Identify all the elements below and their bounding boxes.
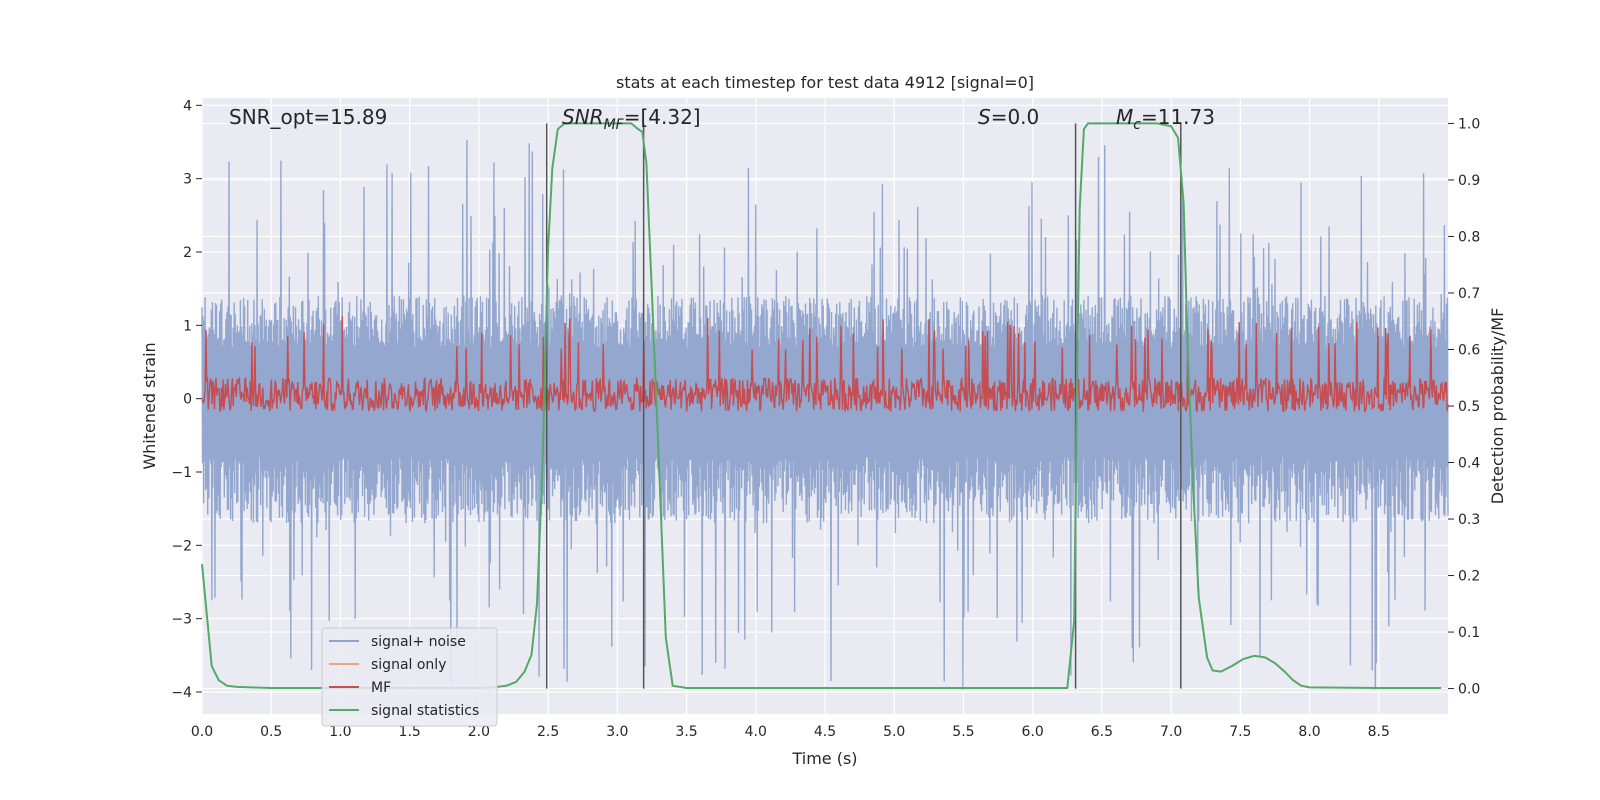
- y-tick-label: 0: [183, 392, 192, 408]
- data-layer: [201, 122, 1449, 690]
- y-tick-label: 4: [183, 98, 192, 114]
- x-tick-label: 4.0: [745, 724, 767, 740]
- y-tick-label: 2: [183, 245, 192, 261]
- x-tick-label: 5.5: [952, 724, 974, 740]
- y2-axis-ticks: 1.0 0.9 0.8 0.7 0.6 0.5 0.4 0.3 0.2 0.1 0.0: [1448, 116, 1480, 698]
- x-tick-label: 0.0: [191, 724, 213, 740]
- legend-label-mf: MF: [371, 680, 391, 696]
- y2-tick-label: 0.3: [1458, 512, 1480, 528]
- chart-title: stats at each timestep for test data 491…: [616, 73, 1034, 92]
- x-tick-label: 6.0: [1022, 724, 1044, 740]
- annotation-mc-sub: c: [1133, 117, 1141, 133]
- x-axis-label: Time (s): [791, 749, 857, 768]
- y2-tick-label: 0.1: [1458, 625, 1480, 641]
- annotation-mc-name: M: [1116, 105, 1133, 129]
- legend-label-signal-statistics: signal statistics: [371, 703, 479, 719]
- y2-axis-label: Detection probability/MF: [1488, 308, 1507, 505]
- y-tick-label: 1: [183, 318, 192, 334]
- legend: signal+ noise signal only MF signal stat…: [321, 627, 498, 727]
- annotation-s: S=0.0: [978, 105, 1039, 129]
- legend-label-signal-only: signal only: [371, 657, 446, 673]
- y-tick-label: −2: [171, 538, 192, 554]
- series-signal-statistics-line: [201, 122, 1442, 689]
- y2-tick-label: 0.9: [1458, 173, 1480, 189]
- annotation-s-value: =0.0: [991, 105, 1040, 129]
- legend-label-signal-noise: signal+ noise: [371, 634, 466, 650]
- y-tick-label: −1: [171, 465, 192, 481]
- y-tick-label: 3: [183, 172, 192, 188]
- annotation-snr-mf-name: SNR: [562, 105, 604, 129]
- annotation-snr-mf-sub: MF: [604, 117, 625, 133]
- y2-tick-label: 0.4: [1458, 456, 1480, 472]
- x-axis-ticks: 0.0 0.5 1.0 1.5 2.0 2.5 3.0 3.5 4.0 4.5 5.0 5.5 6.0 6…: [191, 724, 1390, 740]
- x-tick-label: 7.0: [1160, 724, 1182, 740]
- x-tick-label: 3.0: [606, 724, 628, 740]
- y2-tick-label: 0.0: [1458, 682, 1480, 698]
- y-axis-ticks: 4 3 2 1 0 −1 −2 −3 −4: [171, 98, 202, 701]
- series-signal-noise-line: [201, 139, 1449, 690]
- x-tick-label: 2.5: [537, 724, 559, 740]
- annotation-s-name: S: [978, 105, 991, 129]
- y2-tick-label: 0.7: [1458, 286, 1480, 302]
- y-axis-label: Whitened strain: [140, 342, 159, 469]
- x-tick-label: 1.5: [399, 724, 421, 740]
- x-tick-label: 8.5: [1368, 724, 1390, 740]
- x-tick-label: 6.5: [1091, 724, 1113, 740]
- y2-tick-label: 0.5: [1458, 399, 1480, 415]
- x-tick-label: 3.5: [675, 724, 697, 740]
- x-tick-label: 8.0: [1298, 724, 1320, 740]
- series-mf-line: [201, 316, 1449, 413]
- y2-tick-label: 0.2: [1458, 569, 1480, 585]
- y2-tick-label: 0.8: [1458, 229, 1480, 245]
- legend-box: [321, 627, 498, 727]
- annotation-snr-mf: SNRMF=[4.32]: [562, 105, 701, 133]
- x-tick-label: 0.5: [260, 724, 282, 740]
- annotation-mc: Mc=11.73: [1116, 105, 1215, 133]
- x-tick-label: 5.0: [883, 724, 905, 740]
- y2-tick-label: 0.6: [1458, 342, 1480, 358]
- x-tick-label: 1.0: [329, 724, 351, 740]
- y2-tick-label: 1.0: [1458, 116, 1480, 132]
- y-tick-label: −3: [171, 612, 192, 628]
- y-tick-label: −4: [171, 685, 192, 701]
- x-tick-label: 7.5: [1229, 724, 1251, 740]
- annotation-mc-value: =11.73: [1141, 105, 1215, 129]
- x-tick-label: 4.5: [814, 724, 836, 740]
- annotation-snr-opt: SNR_opt=15.89: [229, 105, 387, 129]
- x-tick-label: 2.0: [468, 724, 490, 740]
- annotation-snr-mf-value: =[4.32]: [624, 105, 701, 129]
